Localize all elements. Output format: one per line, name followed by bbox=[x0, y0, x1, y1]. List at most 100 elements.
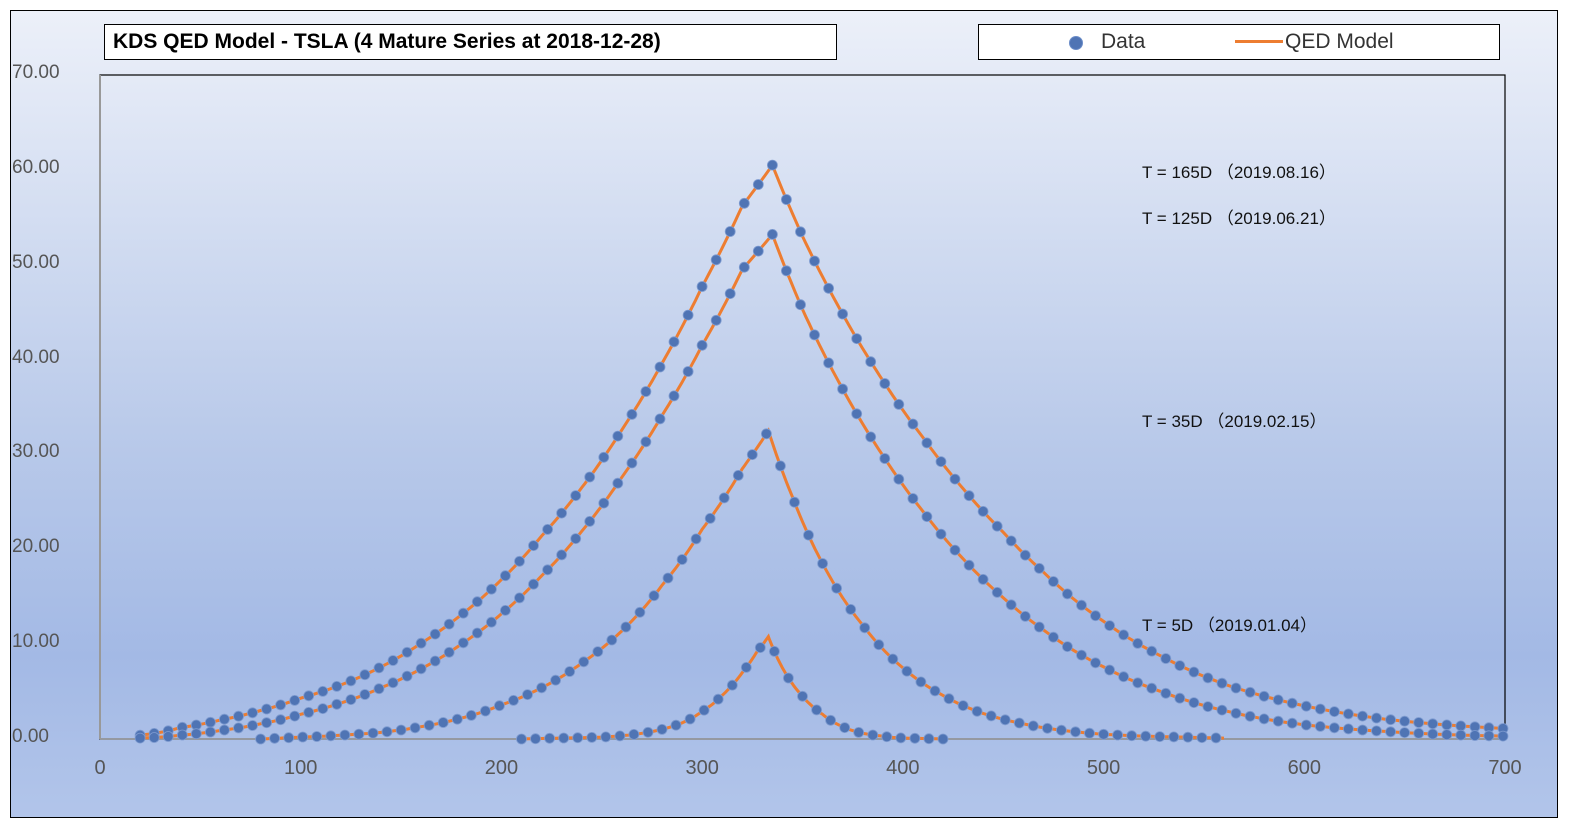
data-point bbox=[752, 245, 764, 257]
data-point bbox=[572, 732, 584, 744]
data-point bbox=[867, 729, 879, 741]
data-point bbox=[752, 179, 764, 190]
data-point bbox=[218, 713, 230, 725]
data-point bbox=[1098, 728, 1109, 740]
chart-title-box: KDS QED Model - TSLA (4 Mature Series at… bbox=[104, 24, 837, 60]
data-point bbox=[401, 646, 413, 658]
data-point bbox=[684, 713, 696, 725]
data-point bbox=[516, 733, 527, 745]
data-point bbox=[514, 592, 525, 604]
data-point bbox=[289, 710, 301, 722]
data-point bbox=[415, 663, 427, 675]
data-point bbox=[1104, 620, 1115, 631]
data-point bbox=[289, 695, 301, 706]
data-point bbox=[1076, 649, 1087, 661]
data-point bbox=[668, 336, 680, 348]
data-point bbox=[634, 606, 646, 618]
data-point bbox=[471, 627, 483, 639]
data-point bbox=[190, 728, 202, 740]
data-point bbox=[811, 704, 822, 716]
data-point bbox=[612, 430, 624, 442]
data-point bbox=[1272, 694, 1284, 706]
data-point bbox=[698, 704, 710, 716]
data-point bbox=[1230, 682, 1242, 694]
data-point bbox=[761, 428, 772, 440]
y-tick-label: 50.00 bbox=[12, 251, 60, 273]
data-point bbox=[923, 733, 935, 745]
data-point bbox=[275, 699, 287, 711]
data-point bbox=[457, 607, 469, 619]
data-point bbox=[485, 583, 497, 595]
data-point bbox=[895, 732, 907, 744]
data-point bbox=[283, 732, 295, 744]
data-point bbox=[985, 710, 997, 722]
data-point bbox=[373, 683, 385, 695]
data-point bbox=[943, 693, 955, 705]
data-point bbox=[949, 544, 961, 556]
data-point bbox=[1048, 576, 1059, 587]
data-point bbox=[134, 732, 146, 744]
data-point bbox=[901, 665, 913, 677]
data-point bbox=[162, 731, 174, 742]
data-point bbox=[1033, 621, 1045, 633]
data-point bbox=[873, 639, 885, 651]
data-point bbox=[865, 431, 877, 443]
data-point bbox=[971, 705, 983, 717]
data-point bbox=[879, 453, 891, 464]
data-point bbox=[542, 524, 553, 535]
data-point bbox=[724, 288, 736, 300]
data-point bbox=[325, 730, 337, 742]
data-point bbox=[710, 254, 722, 266]
data-point bbox=[907, 418, 919, 430]
data-point bbox=[1174, 692, 1186, 704]
data-point bbox=[915, 676, 927, 688]
data-point bbox=[654, 413, 666, 425]
data-point bbox=[275, 714, 287, 726]
data-point bbox=[1258, 690, 1270, 702]
y-tick-label: 10.00 bbox=[12, 631, 60, 653]
data-point bbox=[558, 732, 570, 744]
y-tick-label: 0.00 bbox=[12, 726, 49, 747]
data-point bbox=[592, 646, 604, 657]
data-point bbox=[781, 194, 792, 205]
data-point bbox=[303, 690, 315, 702]
legend-label-data: Data bbox=[1101, 30, 1146, 53]
data-point bbox=[929, 685, 941, 697]
data-point bbox=[1413, 717, 1425, 728]
data-point bbox=[457, 637, 469, 649]
data-point bbox=[682, 309, 694, 321]
data-point bbox=[544, 732, 555, 744]
data-point bbox=[1118, 671, 1129, 683]
data-point bbox=[612, 477, 624, 489]
data-point bbox=[1033, 563, 1045, 574]
data-point bbox=[1048, 631, 1059, 643]
model-lines-group bbox=[139, 161, 1506, 741]
data-point bbox=[825, 714, 836, 726]
data-point bbox=[1455, 729, 1467, 741]
data-point bbox=[1118, 629, 1129, 641]
data-point bbox=[696, 339, 708, 351]
data-point bbox=[204, 716, 216, 728]
data-point bbox=[261, 717, 273, 729]
series-annotation: T = 125D （2019.06.21） bbox=[1142, 209, 1336, 228]
data-point bbox=[570, 533, 582, 544]
data-point bbox=[1076, 599, 1087, 611]
data-point bbox=[564, 666, 576, 677]
data-point bbox=[1056, 724, 1067, 736]
data-point bbox=[1286, 697, 1298, 709]
data-point bbox=[550, 674, 561, 686]
data-point bbox=[148, 732, 160, 743]
data-point bbox=[471, 596, 483, 608]
data-point bbox=[963, 559, 975, 571]
data-point bbox=[401, 670, 413, 682]
data-point bbox=[367, 727, 379, 739]
data-point bbox=[303, 707, 315, 718]
data-point bbox=[1062, 588, 1073, 600]
data-point bbox=[1188, 697, 1200, 708]
data-point bbox=[387, 677, 399, 689]
data-point bbox=[429, 628, 441, 640]
data-point bbox=[528, 578, 539, 590]
data-point bbox=[839, 722, 851, 733]
data-point bbox=[1427, 718, 1439, 730]
data-point bbox=[654, 361, 666, 373]
